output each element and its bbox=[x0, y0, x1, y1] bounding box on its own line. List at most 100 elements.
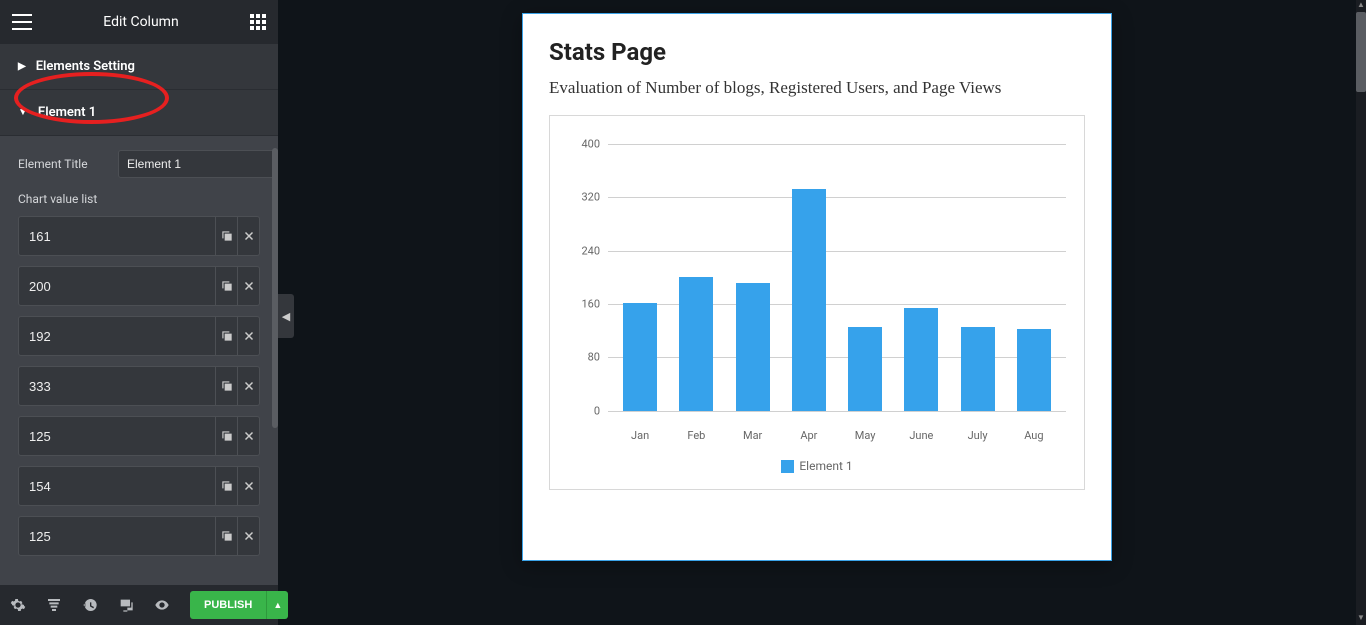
bar bbox=[792, 189, 826, 411]
value-row bbox=[18, 216, 260, 256]
sidebar-panel: Edit Column ▶ Elements Setting ▼ Element… bbox=[0, 0, 278, 625]
publish-options-button[interactable]: ▲ bbox=[266, 591, 288, 619]
duplicate-button[interactable] bbox=[216, 416, 238, 456]
page-scrollbar[interactable]: ▲ ▼ bbox=[1356, 0, 1366, 625]
value-input[interactable] bbox=[18, 366, 216, 406]
x-axis-tick: Feb bbox=[687, 429, 705, 442]
scroll-down-icon[interactable]: ▼ bbox=[1356, 613, 1366, 625]
sidebar-footer: PUBLISH ▲ bbox=[0, 585, 278, 625]
menu-icon[interactable] bbox=[12, 14, 32, 30]
duplicate-button[interactable] bbox=[216, 366, 238, 406]
duplicate-button[interactable] bbox=[216, 516, 238, 556]
caret-down-icon: ▼ bbox=[18, 107, 28, 118]
legend-label: Element 1 bbox=[799, 459, 852, 473]
duplicate-button[interactable] bbox=[216, 216, 238, 256]
y-axis-tick: 400 bbox=[581, 137, 600, 150]
value-input[interactable] bbox=[18, 516, 216, 556]
value-row bbox=[18, 366, 260, 406]
remove-button[interactable] bbox=[238, 316, 260, 356]
remove-button[interactable] bbox=[238, 516, 260, 556]
navigator-icon[interactable] bbox=[46, 597, 62, 613]
section-elements-setting[interactable]: ▶ Elements Setting bbox=[0, 44, 278, 90]
element-title-input[interactable] bbox=[118, 150, 278, 178]
card-title: Stats Page bbox=[549, 38, 1085, 66]
panel-title: Edit Column bbox=[103, 14, 178, 30]
bar bbox=[848, 327, 882, 410]
duplicate-button[interactable] bbox=[216, 266, 238, 306]
publish-button[interactable]: PUBLISH bbox=[190, 591, 266, 619]
x-axis-tick: Aug bbox=[1024, 429, 1043, 442]
remove-button[interactable] bbox=[238, 366, 260, 406]
value-input[interactable] bbox=[18, 416, 216, 456]
bar-wrap: June bbox=[893, 144, 949, 411]
preview-canvas: Stats Page Evaluation of Number of blogs… bbox=[522, 13, 1112, 561]
section-label: Element 1 bbox=[38, 105, 96, 120]
value-row bbox=[18, 516, 260, 556]
y-axis-tick: 160 bbox=[581, 298, 600, 311]
duplicate-button[interactable] bbox=[216, 466, 238, 506]
bar bbox=[961, 327, 995, 410]
bar bbox=[904, 308, 938, 411]
section-element-1[interactable]: ▼ Element 1 bbox=[0, 90, 278, 136]
bar bbox=[736, 283, 770, 411]
y-axis-tick: 240 bbox=[581, 244, 600, 257]
bar-wrap: Aug bbox=[1006, 144, 1062, 411]
widgets-icon[interactable] bbox=[250, 14, 266, 30]
panel-body: Element Title Chart value list bbox=[0, 136, 278, 585]
preview-icon[interactable] bbox=[154, 597, 170, 613]
element-title-row: Element Title bbox=[18, 150, 260, 178]
panel-scrollbar[interactable] bbox=[272, 148, 278, 428]
bar-wrap: May bbox=[837, 144, 893, 411]
x-axis-tick: May bbox=[855, 429, 876, 442]
scroll-up-icon[interactable]: ▲ bbox=[1356, 0, 1366, 12]
bar-wrap: July bbox=[950, 144, 1006, 411]
value-input[interactable] bbox=[18, 266, 216, 306]
chart-container: 080160240320400JanFebMarAprMayJuneJulyAu… bbox=[549, 115, 1085, 490]
x-axis-tick: June bbox=[909, 429, 933, 442]
publish-group: PUBLISH ▲ bbox=[190, 591, 288, 619]
x-axis-tick: Mar bbox=[743, 429, 762, 442]
bars-group: JanFebMarAprMayJuneJulyAug bbox=[608, 144, 1066, 411]
x-axis-tick: Jan bbox=[631, 429, 649, 442]
chart-plot: 080160240320400JanFebMarAprMayJuneJulyAu… bbox=[608, 144, 1066, 411]
responsive-icon[interactable] bbox=[118, 597, 134, 613]
remove-button[interactable] bbox=[238, 216, 260, 256]
chart-legend: Element 1 bbox=[550, 459, 1084, 473]
value-list bbox=[18, 216, 260, 556]
value-row bbox=[18, 316, 260, 356]
legend-swatch bbox=[781, 460, 794, 473]
gridline bbox=[608, 411, 1066, 412]
duplicate-button[interactable] bbox=[216, 316, 238, 356]
bar bbox=[623, 303, 657, 410]
bar-wrap: Apr bbox=[781, 144, 837, 411]
remove-button[interactable] bbox=[238, 416, 260, 456]
card-subtitle: Evaluation of Number of blogs, Registere… bbox=[549, 74, 1085, 103]
value-row bbox=[18, 266, 260, 306]
x-axis-tick: Apr bbox=[800, 429, 817, 442]
caret-right-icon: ▶ bbox=[18, 61, 26, 72]
remove-button[interactable] bbox=[238, 266, 260, 306]
sidebar-header: Edit Column bbox=[0, 0, 278, 44]
settings-icon[interactable] bbox=[10, 597, 26, 613]
element-title-label: Element Title bbox=[18, 157, 118, 171]
y-axis-tick: 320 bbox=[581, 191, 600, 204]
bar-wrap: Jan bbox=[612, 144, 668, 411]
value-input[interactable] bbox=[18, 466, 216, 506]
bar-wrap: Feb bbox=[668, 144, 724, 411]
value-input[interactable] bbox=[18, 316, 216, 356]
bar bbox=[1017, 329, 1051, 411]
scroll-thumb[interactable] bbox=[1356, 12, 1366, 92]
y-axis-tick: 80 bbox=[588, 351, 600, 364]
remove-button[interactable] bbox=[238, 466, 260, 506]
value-input[interactable] bbox=[18, 216, 216, 256]
chart-list-label: Chart value list bbox=[18, 192, 260, 206]
x-axis-tick: July bbox=[968, 429, 988, 442]
bar-wrap: Mar bbox=[725, 144, 781, 411]
value-row bbox=[18, 466, 260, 506]
collapse-panel-button[interactable]: ◀ bbox=[278, 294, 294, 338]
y-axis-tick: 0 bbox=[594, 404, 600, 417]
value-row bbox=[18, 416, 260, 456]
section-label: Elements Setting bbox=[36, 59, 135, 74]
history-icon[interactable] bbox=[82, 597, 98, 613]
bar bbox=[679, 277, 713, 411]
